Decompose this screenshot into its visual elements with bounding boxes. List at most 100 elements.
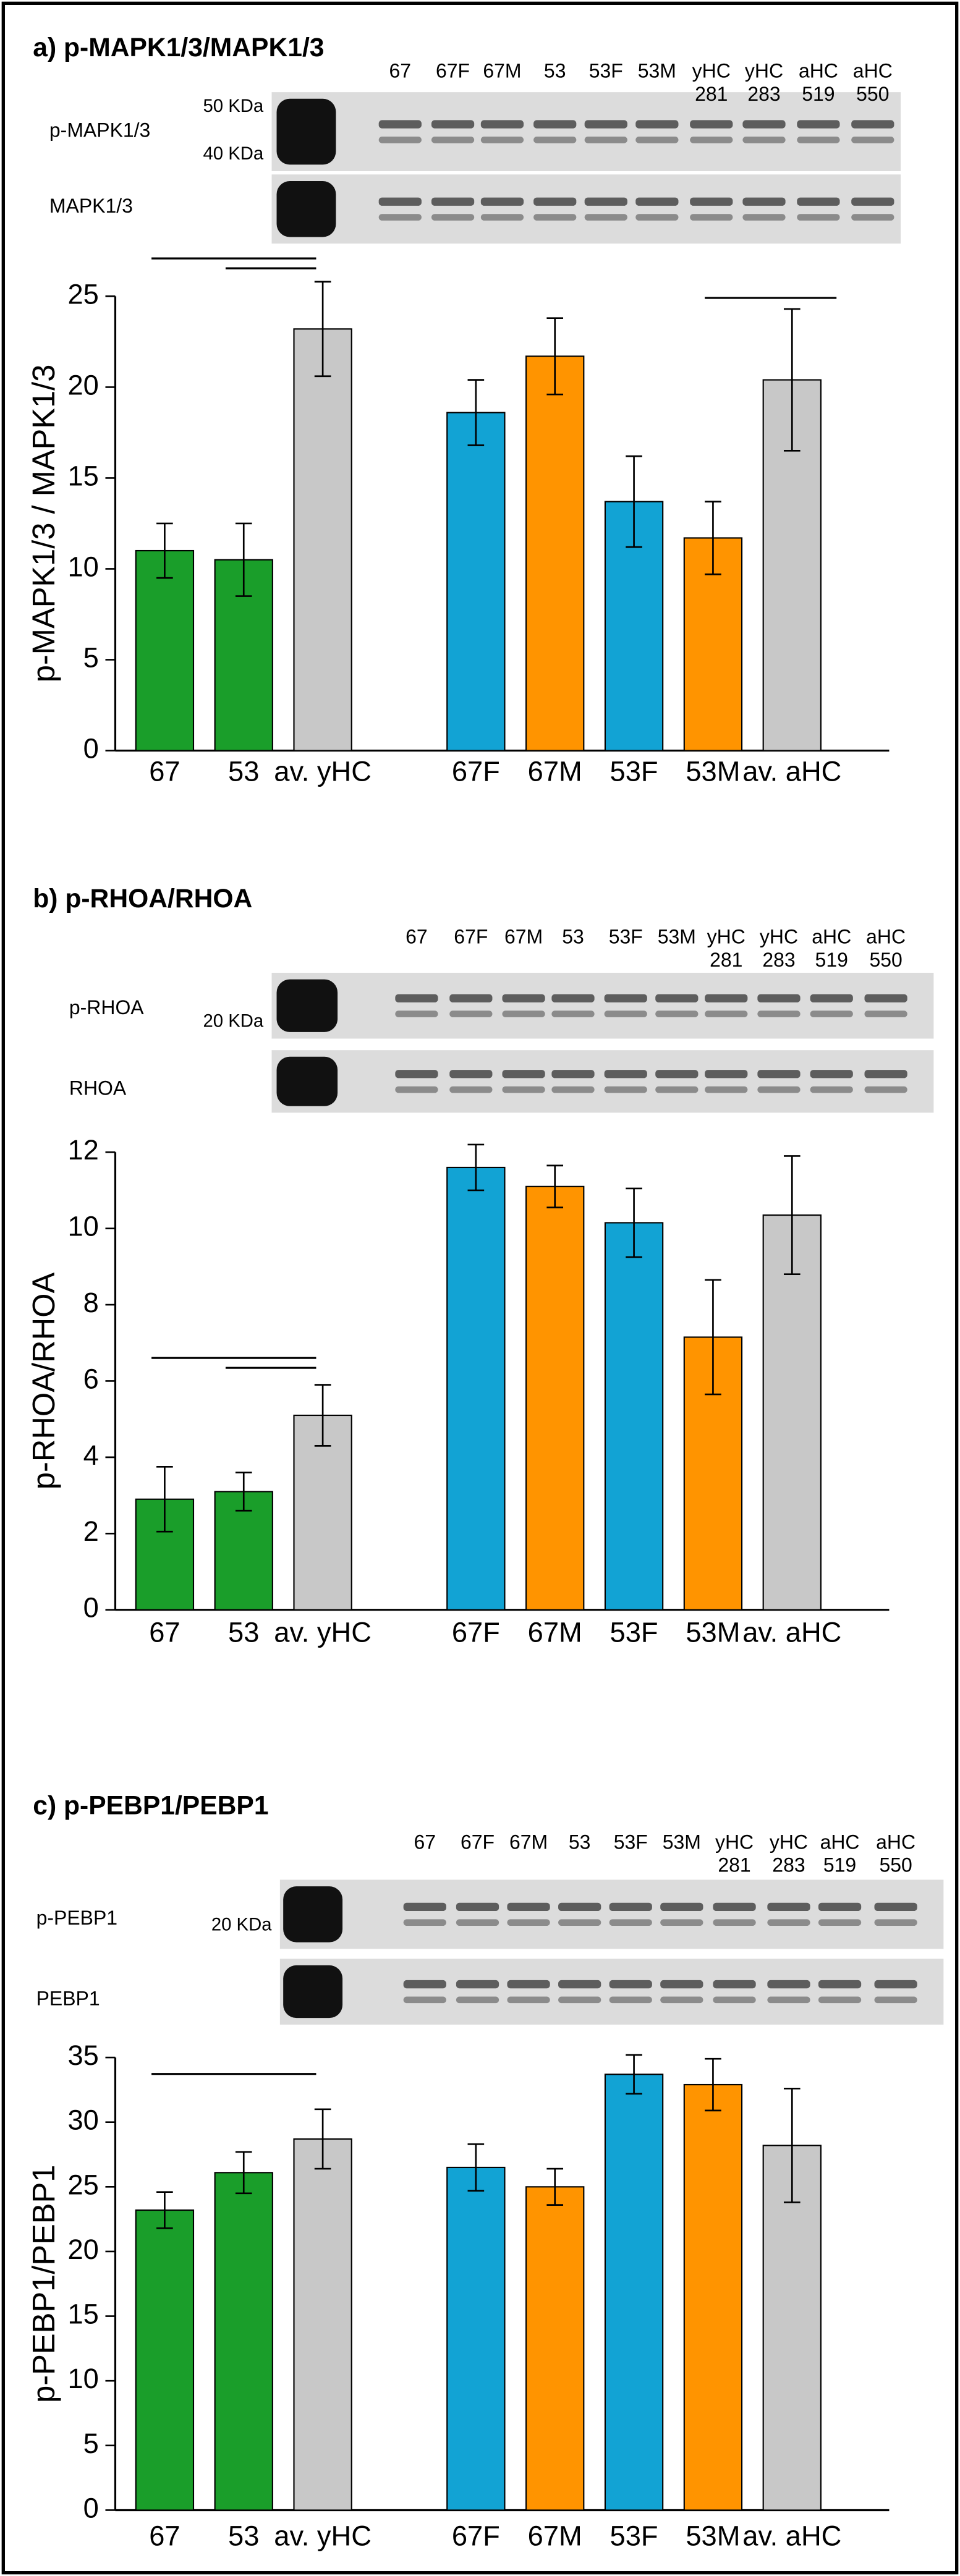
blot-ladder [276,98,336,165]
blot-band [690,197,733,206]
blot-band [551,1010,595,1017]
blot-band [690,137,733,143]
x-tick-label: 53 [228,1617,259,1648]
blot-background [271,174,901,244]
blot-lane-label: 283 [747,83,780,105]
blot-band [742,197,786,206]
blot-lane-label: aHC [799,60,838,82]
y-axis-label: p-PEBP1/PEBP1 [26,2165,61,2403]
blot-band [449,1086,493,1093]
blot-band [660,1996,703,2004]
blot-band [874,1919,917,1926]
x-tick-label: av. yHC [274,756,372,787]
blot-band [874,1902,917,1912]
blot-band [797,214,840,221]
bar [135,549,195,752]
bar [525,355,585,752]
blot-band [635,137,679,143]
blot-band [609,1919,652,1926]
bar [762,2145,822,2511]
blot-band [713,1919,756,1926]
blot-band [558,1919,601,1926]
blot-band [767,1919,810,1926]
blot-band [456,1902,499,1912]
y-tick-label: 20 [67,369,98,400]
x-tick-label: 67 [149,756,180,787]
blot-band [660,1919,703,1926]
blot-band [705,1070,748,1078]
blot-lane-label: 519 [802,83,835,105]
blot-row-label: p-MAPK1/3 [49,119,150,142]
bar [446,412,506,752]
blot-lane-label: 53 [569,1831,591,1853]
blot-lane-label: 67 [389,60,412,82]
blot-band [810,1086,853,1093]
y-axis-label: p-MAPK1/3 / MAPK1/3 [26,365,61,683]
x-tick-label: 53M [686,1617,740,1648]
blot-lane-label: 550 [869,949,902,971]
blot-lane-label: 281 [695,83,728,105]
blot-band [797,137,840,143]
blot-background [279,1959,944,2025]
blot-lane-label: yHC [760,925,798,947]
blot-lane-label: yHC [770,1831,808,1853]
blot-band [449,1070,493,1078]
blot-band [403,1996,446,2004]
blot-ladder [276,180,336,237]
blot-lane-label: aHC [866,925,906,947]
blot-band [449,1010,493,1017]
y-tick-label: 10 [67,1211,98,1242]
x-tick-label: 67F [452,756,500,787]
blot-band [609,1902,652,1912]
blot-band [431,120,475,129]
bar [525,1185,585,1611]
blot-band [864,1010,907,1017]
blot-band [533,214,577,221]
blot-band [431,214,475,221]
x-tick-label: 67M [528,2520,582,2552]
y-tick-label: 25 [67,278,98,310]
y-tick-label: 6 [83,1363,99,1394]
blot-band [757,1010,801,1017]
blot-band [604,1010,647,1017]
blot-marker-label: 40 KDa [203,143,264,164]
blot-lane-label: 53 [562,925,584,947]
blot-lane-label: 53M [658,925,696,947]
x-tick-label: 67M [528,756,582,787]
blot-band [378,120,422,129]
x-tick-label: av. aHC [742,756,841,787]
blot-band [456,1996,499,2004]
blot-band [810,1010,853,1017]
blot-background [271,972,934,1039]
blot-ladder [283,1886,343,1943]
y-tick-label: 4 [83,1439,99,1471]
blot-band [551,1070,595,1078]
blot-band [713,1980,756,1989]
blot-band [395,1010,438,1017]
x-tick-label: av. yHC [274,1617,372,1648]
blot-band [818,1902,862,1912]
bar [604,1222,664,1611]
x-tick-label: 53M [686,756,740,787]
blot-band [818,1996,862,2004]
y-tick-label: 0 [83,732,99,764]
x-tick-label: 67M [528,1617,582,1648]
blot-lane-label: yHC [707,925,745,947]
blot-band [507,1996,550,2004]
blot-band [864,1070,907,1078]
blot-band [403,1919,446,1926]
blot-band [797,120,840,129]
blot-band [810,1070,853,1078]
panel-title: c) p-PEBP1/PEBP1 [33,1791,268,1821]
blot-band [609,1996,652,2004]
blot-band [757,994,801,1002]
blot-lane-label: yHC [745,60,783,82]
blot-lane-label: 53F [614,1831,648,1853]
blot-band [660,1980,703,1989]
blot-band [558,1996,601,2004]
blot-band [403,1980,446,1989]
blot-lane-label: 67 [406,925,428,947]
blot-lane-label: 519 [823,1854,856,1876]
x-tick-label: 53 [228,2520,259,2552]
blot-row-label: p-PEBP1 [36,1907,117,1929]
